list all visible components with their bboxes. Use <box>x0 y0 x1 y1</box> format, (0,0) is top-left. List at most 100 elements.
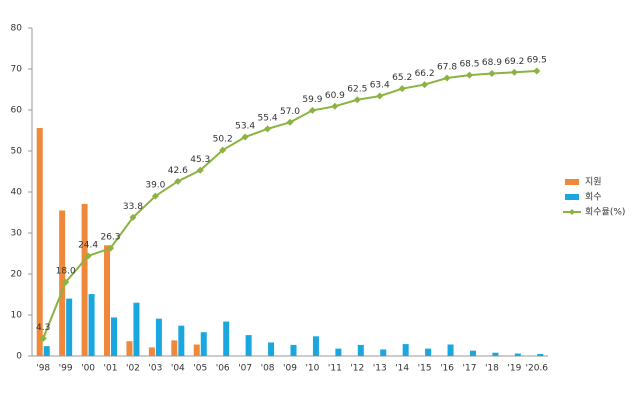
x-tick-label: '99 <box>59 364 73 374</box>
marker <box>84 252 92 260</box>
bar <box>200 332 207 356</box>
bar <box>126 341 133 356</box>
x-tick-label: '15 <box>418 364 432 374</box>
data-label: 57.0 <box>280 107 300 117</box>
marker <box>62 278 70 286</box>
data-label: 42.6 <box>168 166 188 176</box>
y-tick-label: 30 <box>11 229 23 239</box>
data-label: 62.5 <box>347 84 367 94</box>
marker <box>241 133 249 141</box>
bar <box>447 344 454 356</box>
y-tick-label: 80 <box>11 24 23 34</box>
data-label: 59.9 <box>302 95 322 105</box>
legend-label: 지원 <box>585 177 602 188</box>
x-tick-label: '19 <box>507 364 521 374</box>
bar <box>178 325 185 356</box>
x-tick-label: '02 <box>126 364 140 374</box>
marker <box>376 92 384 100</box>
marker <box>510 68 518 76</box>
bar <box>425 348 432 356</box>
marker <box>107 244 115 252</box>
x-tick-label: '00 <box>81 364 95 374</box>
data-label: 26.3 <box>100 233 120 243</box>
data-label: 66.2 <box>415 69 435 79</box>
x-tick-label: '16 <box>440 364 454 374</box>
marker <box>398 85 406 93</box>
data-label: 63.4 <box>370 81 390 91</box>
legend-swatch <box>565 179 579 185</box>
x-tick-label: '08 <box>261 364 275 374</box>
data-label: 4.3 <box>36 323 50 333</box>
data-label: 33.8 <box>123 202 143 212</box>
bar <box>380 349 387 356</box>
bar <box>223 321 230 356</box>
y-tick-label: 60 <box>11 106 23 116</box>
x-tick-label: '18 <box>485 364 499 374</box>
data-label: 60.9 <box>325 91 345 101</box>
bar <box>81 203 88 356</box>
data-label: 69.5 <box>527 56 547 66</box>
marker <box>39 334 47 342</box>
bar <box>36 128 43 356</box>
marker <box>174 177 182 185</box>
bar <box>492 352 499 356</box>
data-label: 53.4 <box>235 122 255 132</box>
data-label: 69.2 <box>504 57 524 67</box>
x-tick-label: '20.6 <box>526 364 549 374</box>
bar <box>148 347 155 356</box>
marker <box>353 96 361 104</box>
bar <box>537 353 544 356</box>
marker <box>196 166 204 174</box>
data-label: 39.0 <box>145 181 165 191</box>
bar <box>88 294 95 356</box>
y-tick-label: 10 <box>11 311 23 321</box>
data-label: 55.4 <box>258 113 278 123</box>
data-label: 24.4 <box>78 240 98 250</box>
marker <box>533 67 541 75</box>
data-label: 18.0 <box>56 267 76 277</box>
bar <box>43 346 50 356</box>
bar <box>171 340 178 356</box>
bar <box>469 350 476 356</box>
x-tick-label: '04 <box>171 364 185 374</box>
bar <box>133 302 140 356</box>
y-tick-label: 40 <box>11 188 23 198</box>
marker <box>331 102 339 110</box>
bar <box>290 344 297 356</box>
marker <box>465 71 473 79</box>
y-tick-label: 50 <box>11 147 23 157</box>
bar <box>268 342 275 356</box>
bar <box>111 317 118 356</box>
marker <box>488 70 496 78</box>
marker <box>264 125 272 133</box>
x-tick-label: '06 <box>216 364 230 374</box>
data-label: 65.2 <box>392 73 412 83</box>
legend-label: 회수 <box>585 192 602 203</box>
bar <box>312 336 319 356</box>
data-label: 67.8 <box>437 63 457 73</box>
bar <box>193 344 200 356</box>
bar <box>335 348 342 356</box>
marker <box>129 213 137 221</box>
marker <box>308 106 316 114</box>
x-tick-label: '09 <box>283 364 297 374</box>
x-tick-label: '07 <box>238 364 252 374</box>
x-tick-label: '12 <box>350 364 364 374</box>
x-tick-label: '17 <box>463 364 477 374</box>
y-tick-label: 0 <box>16 352 22 362</box>
marker <box>219 146 227 154</box>
marker <box>443 74 451 82</box>
bar <box>514 353 521 356</box>
x-tick-label: '98 <box>36 364 50 374</box>
marker <box>421 81 429 89</box>
bar <box>245 335 252 356</box>
legend-swatch <box>565 194 579 200</box>
bar <box>357 344 364 356</box>
y-tick-label: 70 <box>11 65 23 75</box>
bar <box>155 318 162 356</box>
x-tick-label: '05 <box>193 364 207 374</box>
x-tick-label: '10 <box>305 364 319 374</box>
marker <box>286 118 294 126</box>
x-tick-label: '01 <box>104 364 118 374</box>
